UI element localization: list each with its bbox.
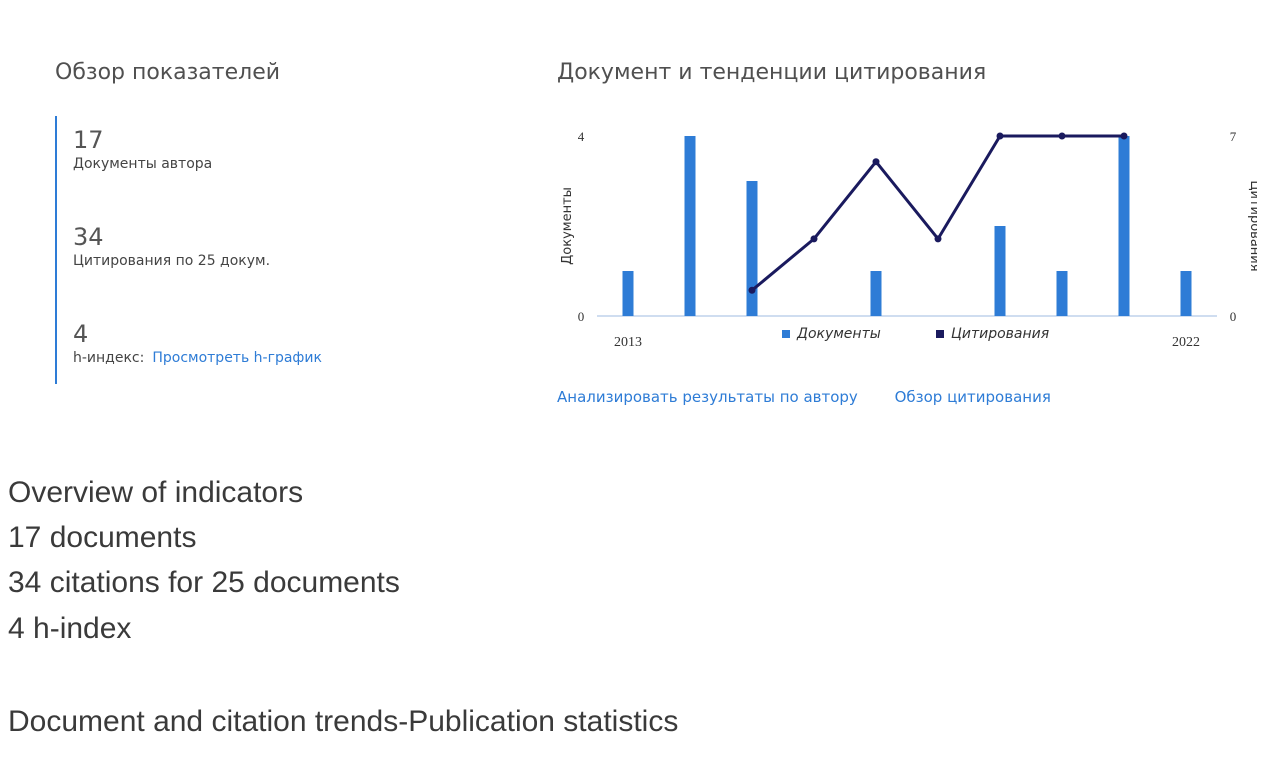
citation-overview-link[interactable]: Обзор цитирования bbox=[894, 388, 1051, 406]
x-tick-label: 2013 bbox=[614, 335, 642, 350]
y-right-tick-label: 7 bbox=[1230, 129, 1237, 144]
legend-documents-swatch bbox=[782, 330, 790, 338]
h-index-label: h-индекс: bbox=[73, 350, 145, 366]
y-left-axis-title: Документы bbox=[560, 187, 575, 265]
citations-label: Цитирования по 25 докум. bbox=[73, 253, 271, 269]
citations-count: 34 bbox=[73, 223, 104, 251]
h-index-row: h-индекс: Просмотреть h-график bbox=[73, 350, 322, 366]
documents-bar bbox=[994, 226, 1006, 316]
citations-point bbox=[810, 235, 818, 243]
citations-line bbox=[751, 134, 1124, 292]
documents-bar bbox=[622, 271, 634, 316]
citations-point bbox=[934, 235, 942, 243]
x-tick-label: 2022 bbox=[1172, 335, 1200, 350]
citations-point bbox=[1058, 132, 1066, 140]
documents-label: Документы автора bbox=[73, 156, 213, 172]
metric-h-index: 4 h-индекс: Просмотреть h-график bbox=[73, 320, 322, 366]
documents-bar bbox=[684, 136, 696, 316]
documents-count: 17 bbox=[73, 126, 104, 154]
h-index-value: 4 bbox=[73, 320, 89, 348]
citations-point bbox=[1120, 132, 1128, 140]
documents-bar bbox=[746, 181, 758, 316]
caption-trends: Document and citation trends-Publication… bbox=[8, 705, 679, 738]
y-right-tick-label: 0 bbox=[1230, 309, 1237, 324]
chart-title: Документ и тенденции цитирования bbox=[557, 60, 987, 85]
caption-documents: 17 documents bbox=[8, 521, 197, 554]
legend-citations-swatch bbox=[936, 330, 944, 338]
metrics-title: Обзор показателей bbox=[55, 60, 281, 85]
citations-point bbox=[996, 132, 1004, 140]
metrics-list: 17 Документы автора 34 Цитирования по 25… bbox=[55, 116, 322, 384]
citations-point bbox=[872, 158, 880, 166]
chart-svg: 0 4 0 7 Документы Цитирования 2013 2022 Документ… bbox=[560, 129, 1257, 350]
caption-h-index: 4 h-index bbox=[8, 612, 132, 645]
y-right-axis-title: Цитирования bbox=[1247, 180, 1257, 271]
caption-citations: 34 citations for 25 documents bbox=[8, 566, 400, 599]
legend-documents-label: Документы bbox=[796, 326, 881, 342]
citations-point bbox=[748, 286, 756, 294]
y-left-tick-label: 4 bbox=[578, 129, 585, 144]
view-h-graph-link[interactable]: Просмотреть h-график bbox=[152, 350, 322, 366]
documents-bar bbox=[870, 271, 882, 316]
documents-bar bbox=[1118, 136, 1130, 316]
document-citation-chart: 0 4 0 7 Документы Цитирования 2013 2022 Документ… bbox=[557, 120, 1257, 360]
legend-citations-label: Цитирования bbox=[951, 326, 1049, 342]
documents-bar bbox=[1056, 271, 1068, 316]
metric-citations: 34 Цитирования по 25 докум. bbox=[73, 223, 270, 269]
caption-overview: Overview of indicators bbox=[8, 476, 304, 509]
chart-links: Анализировать результаты по автору Обзор… bbox=[557, 388, 1083, 406]
metric-documents: 17 Документы автора bbox=[73, 126, 212, 172]
documents-bar bbox=[1180, 271, 1192, 316]
analyze-author-results-link[interactable]: Анализировать результаты по автору bbox=[557, 388, 858, 406]
y-left-tick-label: 0 bbox=[578, 309, 585, 324]
